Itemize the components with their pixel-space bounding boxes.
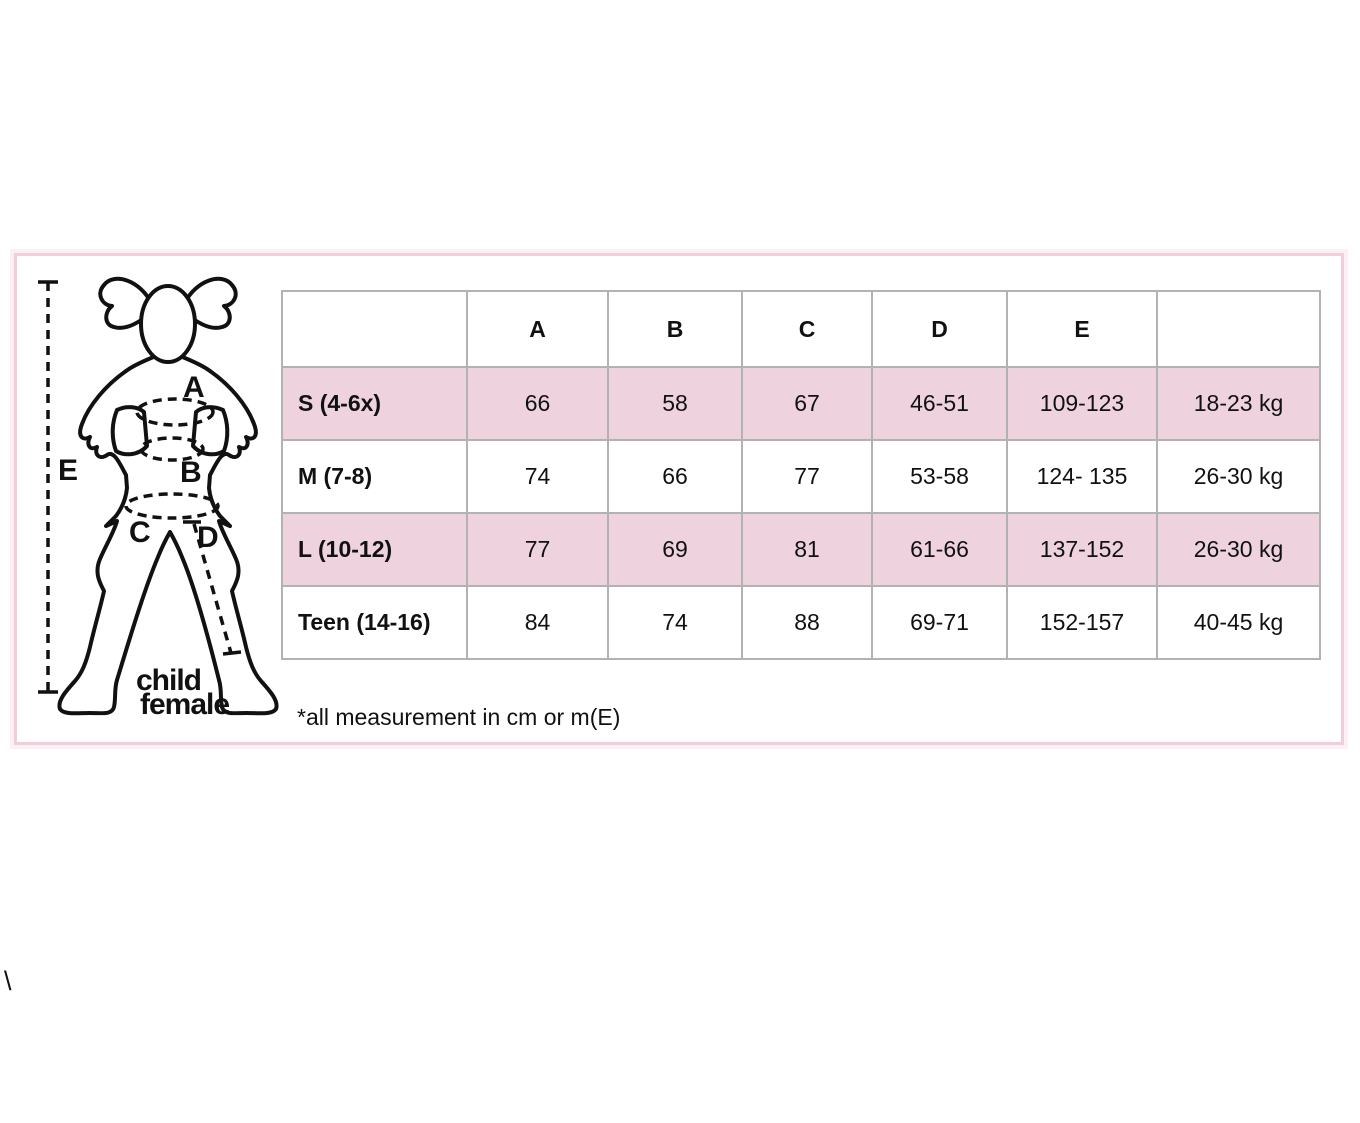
table-cell: 40-45 kg: [1156, 585, 1321, 660]
head: [139, 284, 197, 364]
right-pigtail: [182, 276, 238, 330]
label-b: B: [180, 456, 202, 489]
table-row-m: M (7-8) 74 66 77 53-58 124- 135 26-30 kg: [281, 439, 1321, 514]
child-figure-diagram: A B C D E child female: [20, 260, 300, 740]
table-cell: 81: [741, 512, 873, 587]
table-cell: 66: [607, 439, 743, 514]
header-row: A B C D E: [281, 290, 1321, 368]
table-cell: 61-66: [871, 512, 1008, 587]
row-label: M (7-8): [281, 439, 468, 514]
inseam-measure-line-d: [183, 520, 242, 656]
left-pigtail: [98, 276, 154, 330]
table-cell: 152-157: [1006, 585, 1158, 660]
table-cell: 58: [607, 366, 743, 441]
label-a: A: [183, 371, 205, 404]
header-cell-blank: [281, 290, 468, 368]
body-outline: [57, 354, 279, 716]
table-cell: 67: [741, 366, 873, 441]
figure-caption-line2: female: [140, 688, 229, 721]
hip-measure-ellipse-c: [124, 492, 220, 520]
row-label: L (10-12): [281, 512, 468, 587]
child-figure-svg: A B C D E child female: [38, 276, 279, 721]
row-label: S (4-6x): [281, 366, 468, 441]
table-cell: 77: [741, 439, 873, 514]
height-measure-line-e: [38, 280, 58, 694]
header-cell-b: B: [607, 290, 743, 368]
table-cell: 77: [466, 512, 609, 587]
table-cell: 69: [607, 512, 743, 587]
stray-backslash-text: \: [4, 966, 12, 996]
table-cell: 69-71: [871, 585, 1008, 660]
waist-measure-ellipse-b: [139, 436, 205, 462]
table-cell: 124- 135: [1006, 439, 1158, 514]
table-row-teen: Teen (14-16) 84 74 88 69-71 152-157 40-4…: [281, 585, 1321, 660]
header-cell-blank-2: [1156, 290, 1321, 368]
table-cell: 26-30 kg: [1156, 512, 1321, 587]
label-e: E: [58, 454, 78, 487]
table-cell: 74: [466, 439, 609, 514]
header-cell-a: A: [466, 290, 609, 368]
table-cell: 84: [466, 585, 609, 660]
table-cell: 46-51: [871, 366, 1008, 441]
size-chart-table: A B C D E S (4-6x) 66 58 67 46-51 109-12…: [281, 290, 1321, 660]
header-cell-e: E: [1006, 290, 1158, 368]
header-cell-d: D: [871, 290, 1008, 368]
table-cell: 137-152: [1006, 512, 1158, 587]
table-cell: 66: [466, 366, 609, 441]
chest-measure-ellipse-a: [135, 397, 215, 427]
label-c: C: [129, 516, 151, 549]
right-hand: [191, 405, 230, 457]
row-label: Teen (14-16): [281, 585, 468, 660]
label-d: D: [197, 521, 219, 554]
table-cell: 109-123: [1006, 366, 1158, 441]
table-cell: 53-58: [871, 439, 1008, 514]
table-row-s: S (4-6x) 66 58 67 46-51 109-123 18-23 kg: [281, 366, 1321, 441]
table-cell: 18-23 kg: [1156, 366, 1321, 441]
header-cell-c: C: [741, 290, 873, 368]
table-cell: 88: [741, 585, 873, 660]
table-cell: 26-30 kg: [1156, 439, 1321, 514]
measurement-footnote: *all measurement in cm or m(E): [297, 704, 621, 730]
left-hand: [110, 405, 149, 457]
table-cell: 74: [607, 585, 743, 660]
table-row-l: L (10-12) 77 69 81 61-66 137-152 26-30 k…: [281, 512, 1321, 587]
figure-caption-line1: child: [136, 664, 201, 697]
